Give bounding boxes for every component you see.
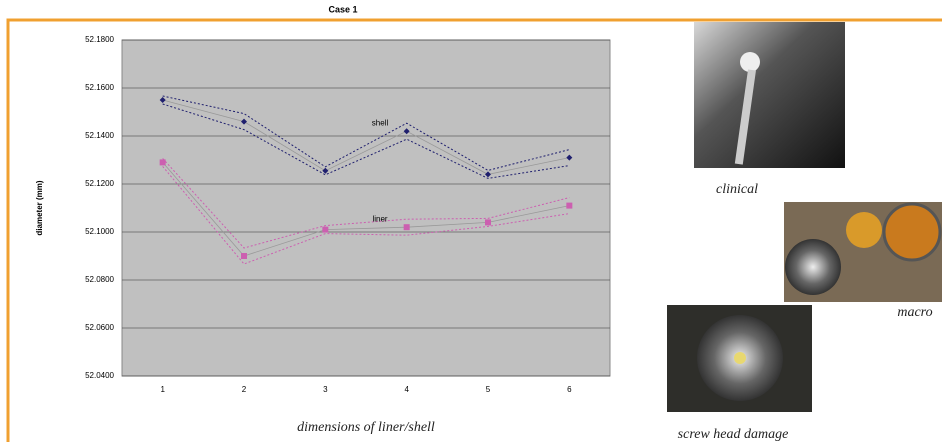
marker bbox=[566, 203, 572, 209]
marker bbox=[404, 224, 410, 230]
x-tick-label: 1 bbox=[160, 385, 165, 394]
marker bbox=[160, 159, 166, 165]
x-tick-label: 3 bbox=[323, 385, 328, 394]
marker bbox=[485, 219, 491, 225]
marker bbox=[322, 227, 328, 233]
series-label: shell bbox=[372, 118, 389, 127]
chart-title: Case 1 bbox=[328, 4, 357, 14]
clinical-photo bbox=[694, 22, 845, 168]
slide: Case 1 diameter (mm) dimensions of liner… bbox=[0, 0, 942, 442]
y-tick-label: 52.0800 bbox=[85, 275, 114, 284]
plot-area bbox=[122, 40, 610, 376]
caption: macro bbox=[897, 305, 932, 320]
caption: clinical bbox=[716, 182, 758, 197]
photo-detail bbox=[734, 352, 746, 364]
photo-detail bbox=[740, 52, 760, 72]
y-tick-label: 52.0400 bbox=[85, 371, 114, 380]
photo-detail bbox=[884, 204, 940, 260]
y-axis-label: diameter (mm) bbox=[35, 180, 44, 235]
y-tick-label: 52.1800 bbox=[85, 35, 114, 44]
y-tick-label: 52.1600 bbox=[85, 83, 114, 92]
y-tick-label: 52.1400 bbox=[85, 131, 114, 140]
y-tick-label: 52.1200 bbox=[85, 179, 114, 188]
series-label: liner bbox=[372, 214, 387, 223]
y-tick-label: 52.0600 bbox=[85, 323, 114, 332]
photo-detail bbox=[846, 212, 882, 248]
x-tick-label: 5 bbox=[486, 385, 491, 394]
photo-detail bbox=[785, 239, 841, 295]
x-tick-label: 4 bbox=[404, 385, 409, 394]
y-tick-label: 52.1000 bbox=[85, 227, 114, 236]
x-axis-label: dimensions of liner/shell bbox=[297, 420, 435, 435]
marker bbox=[241, 253, 247, 259]
x-tick-label: 2 bbox=[242, 385, 247, 394]
x-tick-label: 6 bbox=[567, 385, 572, 394]
caption: screw head damage bbox=[678, 427, 789, 442]
